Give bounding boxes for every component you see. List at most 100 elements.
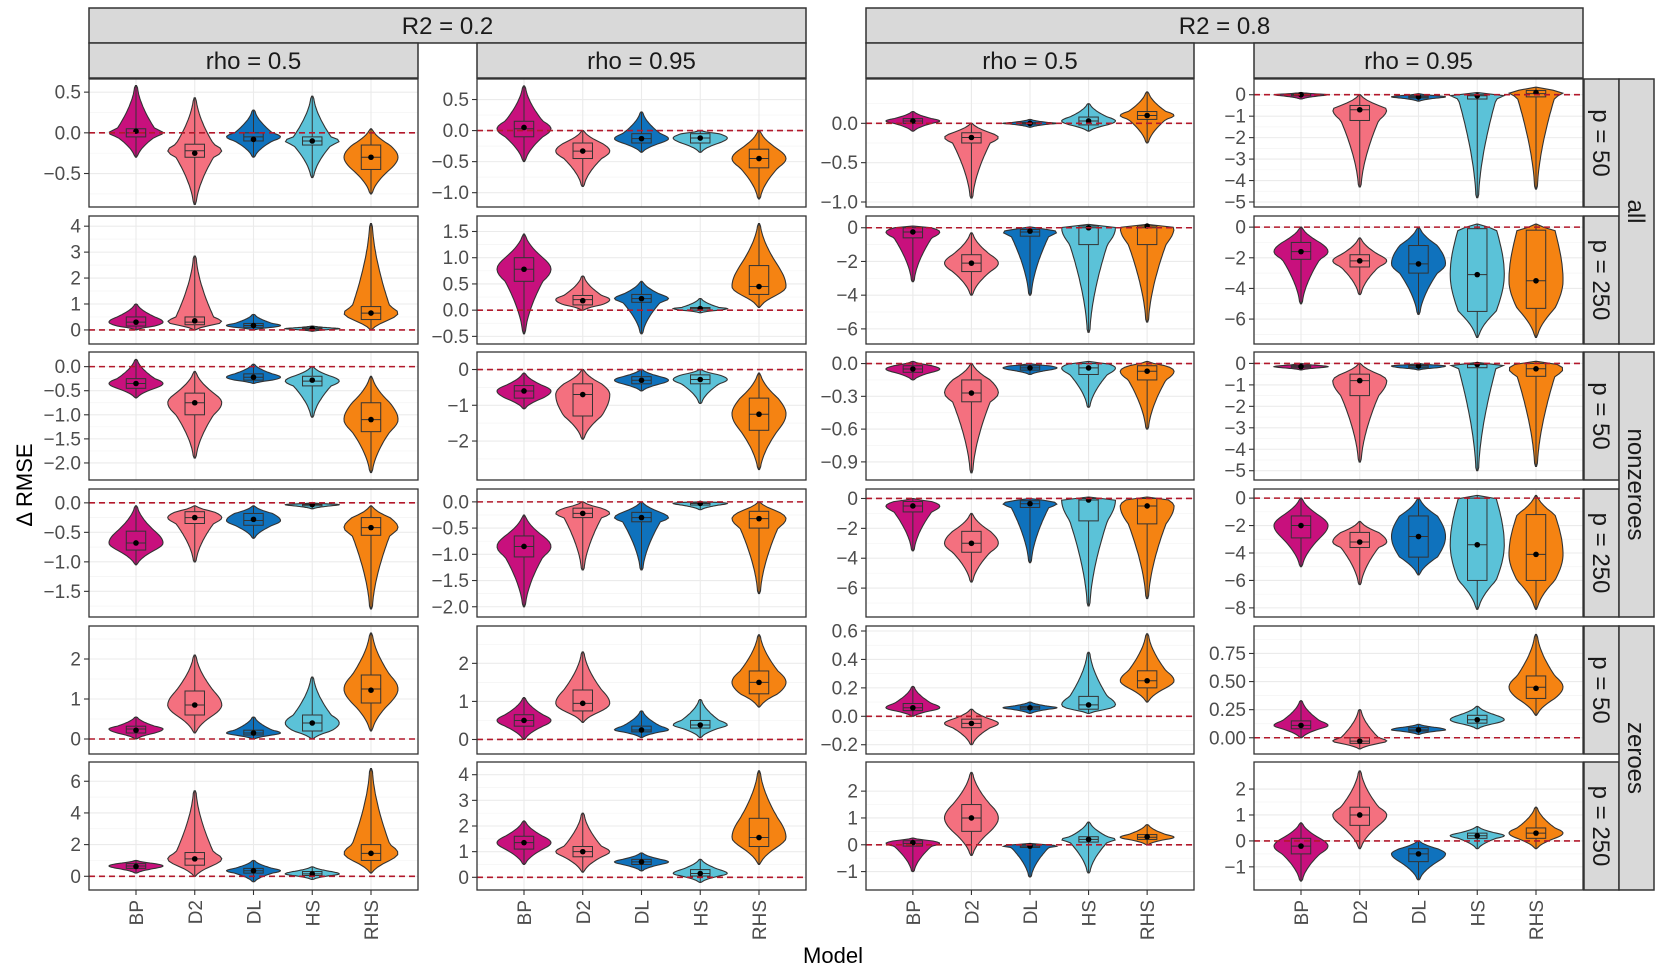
violin-bp — [108, 303, 164, 331]
y-tick-label: 2 — [847, 782, 858, 803]
mean-point — [1144, 677, 1150, 684]
y-tick-label: −2.0 — [431, 597, 469, 618]
panel-border — [1253, 761, 1584, 891]
facet-panel: 0−1−2−3−4−5 — [1224, 351, 1584, 482]
violin-bp — [496, 697, 552, 741]
y-tick-label: −2.0 — [43, 453, 81, 474]
iqr-box — [748, 817, 770, 848]
mean-point — [1085, 118, 1092, 124]
strip-rho — [88, 42, 419, 79]
y-tick-label: 1.5 — [443, 222, 469, 243]
mean-point — [697, 376, 704, 383]
violin-bp — [1273, 822, 1329, 882]
violin-dl — [225, 313, 282, 331]
violin-d2 — [943, 363, 999, 474]
y-tick-label: −6 — [1224, 571, 1246, 592]
y-tick-label: −1.0 — [820, 193, 858, 214]
iqr-box — [1525, 514, 1547, 581]
violin-d2 — [555, 812, 611, 873]
mean-point — [579, 297, 586, 304]
panel-border — [865, 78, 1195, 208]
iqr-box — [1467, 228, 1488, 312]
x-tick-label: RHS — [362, 900, 383, 940]
panel-border — [1253, 351, 1584, 481]
y-tick-label: 3 — [70, 243, 81, 264]
y-tick-label: −0.5 — [431, 327, 469, 348]
iqr-box — [572, 383, 593, 417]
strip-rho — [476, 42, 807, 79]
violin-bp — [108, 859, 164, 874]
violin-d2 — [943, 512, 999, 583]
violin-rhs — [1508, 223, 1564, 339]
violin-rhs — [343, 375, 399, 474]
facet-panel: 0.5 0.0 −0.5 — [43, 78, 419, 208]
y-tick-label: −1.5 — [431, 571, 469, 592]
violin-rhs — [731, 223, 787, 309]
mean-point — [910, 118, 916, 124]
mean-point — [368, 524, 374, 531]
mean-point — [1144, 368, 1150, 375]
x-tick-label: BP — [515, 900, 536, 925]
panel-border — [1253, 625, 1584, 755]
y-tick-label: −6 — [836, 579, 858, 600]
violin-dl — [613, 710, 670, 739]
facet-panel: 1.5 1.0 0.5 0.0 −0.5 — [431, 215, 807, 348]
y-tick-label: −4 — [1224, 171, 1246, 192]
x-tick-label: DL — [1021, 900, 1042, 924]
y-tick-label: 0 — [458, 868, 469, 889]
violin-d2 — [555, 501, 611, 571]
violin-dl — [613, 280, 670, 335]
mean-point — [368, 850, 374, 857]
strip-rho-label: rho = 0.5 — [982, 48, 1077, 75]
y-tick-label: 2 — [70, 269, 81, 290]
violin-bp — [108, 716, 164, 740]
violin-bp — [1272, 362, 1330, 371]
x-tick-label: HS — [691, 900, 712, 926]
violin-d2 — [1332, 770, 1388, 850]
x-tick-label: D2 — [1351, 900, 1372, 924]
y-tick-label: 0 — [847, 835, 858, 856]
y-tick-label: −0.3 — [820, 387, 858, 408]
y-tick-label: 0 — [1235, 831, 1246, 852]
mean-point — [910, 366, 916, 372]
y-tick-label: 2 — [458, 817, 469, 838]
mean-point — [191, 318, 198, 324]
strip-rho — [1253, 42, 1584, 79]
mean-point — [1533, 551, 1539, 558]
violin-dl — [225, 505, 282, 539]
y-tick-label: 6 — [70, 772, 81, 793]
strip-rho-label: rho = 0.95 — [1364, 48, 1473, 75]
y-tick-label: 2 — [458, 654, 469, 675]
y-tick-label: 0 — [70, 320, 81, 341]
mean-point — [1474, 271, 1481, 278]
mean-point — [1533, 830, 1539, 836]
strip-p-label: p = 250 — [1587, 513, 1614, 594]
violin-dl — [1002, 226, 1058, 296]
mean-point — [579, 510, 586, 517]
mean-point — [1474, 716, 1481, 723]
y-tick-label: −1 — [1224, 857, 1246, 878]
y-axis-label: Δ RMSE — [12, 443, 37, 526]
panel-border — [476, 488, 807, 618]
violin-bp — [885, 685, 941, 717]
violin-rhs — [1119, 360, 1175, 430]
y-tick-label: −4 — [1224, 279, 1246, 300]
mean-point — [191, 702, 198, 708]
mean-point — [756, 515, 762, 522]
mean-point — [968, 720, 975, 727]
y-tick-label: −0.9 — [820, 452, 858, 473]
violin-rhs — [343, 128, 399, 195]
violin-hs — [672, 858, 728, 883]
mean-point — [250, 374, 257, 381]
violin-bp — [108, 358, 164, 399]
mean-point — [579, 700, 586, 707]
facet-panel: 0.0 −0.5 −1.0 — [820, 78, 1195, 214]
violin-d2 — [944, 708, 999, 746]
violin-dl — [1002, 497, 1058, 564]
violin-dl — [225, 716, 282, 740]
facet-panel: 0.75 0.50 0.25 0.00 — [1209, 625, 1584, 755]
x-tick-label: D2 — [186, 900, 207, 924]
mean-point — [368, 154, 374, 161]
strip-p-label: p = 250 — [1587, 240, 1614, 321]
